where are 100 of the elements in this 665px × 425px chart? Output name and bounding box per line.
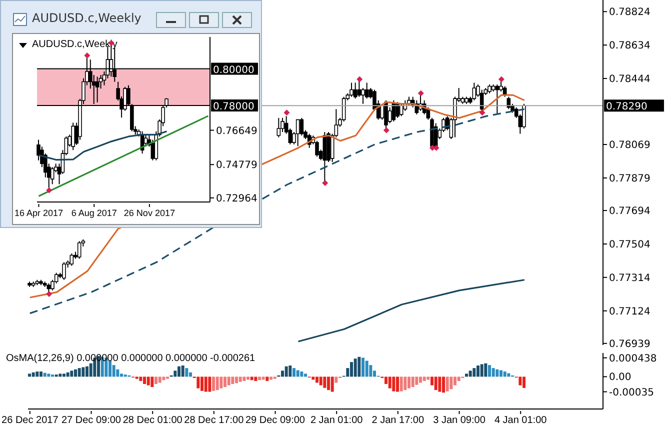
bar — [28, 374, 31, 377]
x-tick-label: 29 Dec 09:00 — [246, 415, 306, 425]
bar — [262, 376, 265, 380]
bar — [330, 376, 334, 392]
bar — [58, 374, 62, 377]
ref-line-label: 0.78290 — [606, 102, 648, 113]
bar — [143, 376, 146, 384]
bar — [408, 376, 410, 388]
x-tick-label: 26 Nov 2017 — [124, 208, 175, 218]
bar — [292, 368, 296, 377]
y-tick-label: 0.77314 — [609, 272, 650, 284]
bar — [507, 373, 510, 377]
bar — [319, 376, 322, 386]
line-series — [297, 279, 526, 342]
bar — [212, 376, 215, 391]
bar — [32, 372, 35, 377]
bar — [454, 376, 456, 386]
bar — [442, 376, 445, 393]
bar — [220, 376, 223, 388]
bar — [503, 372, 506, 377]
bar — [284, 366, 288, 377]
y-tick-label: 0.77124 — [609, 306, 650, 318]
bar — [112, 365, 116, 377]
bar — [369, 365, 372, 377]
bar — [334, 376, 338, 383]
y-tick-label: 0.78069 — [609, 140, 650, 152]
bar — [468, 370, 472, 377]
bar — [238, 376, 242, 382]
bar — [242, 376, 246, 381]
bar — [196, 376, 200, 388]
bar — [78, 368, 81, 377]
bar — [70, 370, 74, 377]
bar — [411, 376, 414, 388]
bar — [354, 358, 357, 377]
bar — [476, 365, 480, 377]
y-tick-label: 0.78824 — [609, 7, 650, 18]
bar — [500, 370, 502, 377]
bar — [174, 370, 177, 377]
bar — [316, 376, 318, 383]
point — [46, 290, 52, 297]
bar — [74, 369, 77, 377]
bar — [365, 360, 368, 377]
bar — [419, 376, 422, 383]
bar — [254, 376, 258, 381]
bar — [522, 376, 526, 388]
bar — [450, 376, 453, 390]
bar — [392, 376, 396, 392]
y-tick-label: 0.77504 — [609, 240, 650, 251]
bar — [472, 368, 476, 377]
point — [84, 52, 90, 59]
bar — [426, 376, 430, 380]
bar — [36, 372, 39, 377]
bar — [216, 376, 219, 390]
x-tick-label: 28 Dec 01:00 — [122, 415, 183, 425]
bar — [40, 372, 42, 377]
bar — [281, 370, 284, 377]
bar — [154, 376, 158, 384]
x-tick-label: 16 Apr 2017 — [14, 208, 64, 218]
y-tick-label: 0.76649 — [216, 126, 258, 137]
y-tick-label: -0.00035 — [609, 387, 654, 398]
bar — [200, 376, 204, 391]
y-tick-label: 0.72964 — [216, 193, 258, 204]
bar — [400, 376, 403, 392]
bar — [139, 376, 142, 381]
point — [46, 187, 52, 194]
bar — [446, 376, 449, 392]
bar — [266, 376, 269, 381]
x-tick-label: 27 Dec 09:00 — [62, 415, 122, 425]
bar — [300, 372, 304, 377]
bar — [296, 370, 300, 377]
bar — [258, 376, 261, 380]
point — [479, 110, 486, 116]
bar — [162, 376, 166, 380]
bar — [438, 376, 442, 392]
bar — [108, 360, 112, 377]
bar — [231, 376, 234, 384]
bar — [492, 368, 495, 377]
y-tick-label: 0.00 — [609, 372, 632, 384]
point — [356, 76, 363, 82]
bar — [312, 376, 315, 380]
line-series — [38, 130, 168, 161]
bar — [66, 372, 70, 377]
bar — [396, 376, 399, 392]
bar — [323, 376, 326, 388]
bar — [358, 356, 361, 377]
x-tick-label: 4 Jan 01:00 — [494, 415, 548, 425]
y-tick-label: 0.77694 — [609, 206, 650, 218]
bar — [488, 365, 491, 377]
bar — [150, 376, 154, 388]
y-tick-label: 0.000438 — [609, 353, 657, 364]
bar — [178, 366, 180, 377]
bar — [388, 376, 392, 388]
bar — [327, 376, 330, 390]
y-tick-label: 0.76939 — [609, 338, 650, 350]
bar — [270, 376, 272, 380]
bar — [208, 376, 212, 392]
bar — [304, 374, 307, 377]
bar — [227, 376, 230, 386]
bar — [518, 376, 522, 386]
bar — [465, 374, 468, 377]
